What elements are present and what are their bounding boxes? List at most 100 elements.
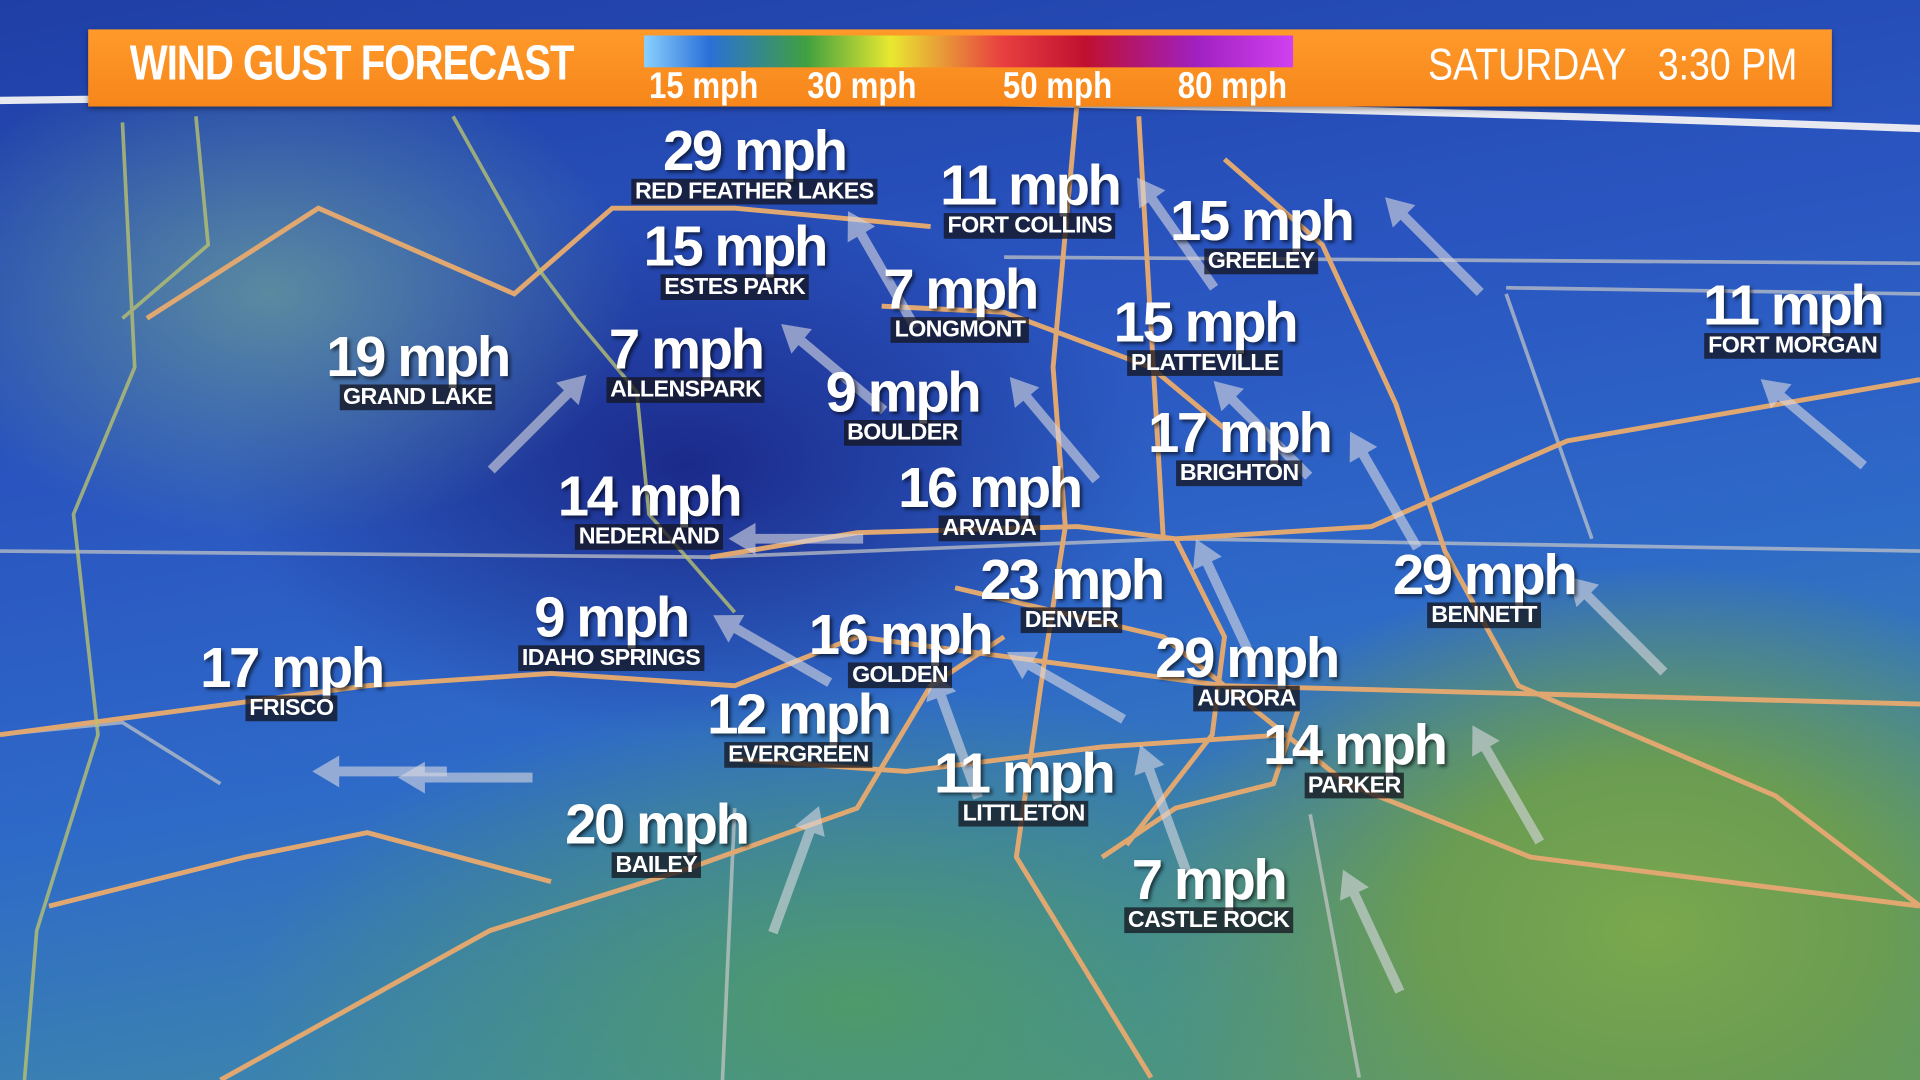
gust-speed: 14 mph xyxy=(1263,712,1448,777)
forecast-clock: 3:30 PM xyxy=(1658,39,1798,90)
wind-arrow-icon xyxy=(781,324,888,415)
gust-speed: 29 mph xyxy=(1155,625,1340,690)
gust-speed: 19 mph xyxy=(326,324,511,389)
forecast-time: SATURDAY 3:30 PM xyxy=(1428,39,1797,90)
city-name: EVERGREEN xyxy=(724,742,873,768)
location-label: 7 mph CASTLE ROCK xyxy=(1124,847,1293,934)
wind-arrow-icon xyxy=(847,211,920,331)
scale-label: 80 mph xyxy=(1177,66,1288,107)
location-label: 12 mph EVERGREEN xyxy=(707,682,892,768)
city-name: LONGMONT xyxy=(890,317,1030,343)
city-name: RED FEATHER LAKES xyxy=(631,178,878,205)
location-label: 23 mph DENVER xyxy=(980,547,1165,634)
wind-arrow-icon xyxy=(1385,197,1484,296)
gust-speed: 11 mph xyxy=(1702,273,1885,337)
location-label: 17 mph FRISCO xyxy=(200,635,385,722)
gust-speed: 9 mph xyxy=(825,360,982,424)
wind-arrow-icon xyxy=(926,671,983,800)
location-label: 7 mph ALLENSPARK xyxy=(606,317,765,403)
wind-arrow-icon xyxy=(312,755,447,788)
wind-arrow-icon xyxy=(1568,576,1668,676)
wind-arrow-icon xyxy=(397,761,533,794)
gust-speed: 9 mph xyxy=(534,585,690,649)
wind-arrow-icon xyxy=(1009,376,1101,484)
gust-speed: 15 mph xyxy=(1169,188,1355,253)
location-label: 14 mph NEDERLAND xyxy=(557,464,743,550)
location-label: 11 mph FORT COLLINS xyxy=(940,153,1122,239)
location-label: 7 mph LONGMONT xyxy=(883,261,1039,343)
gust-speed: 29 mph xyxy=(1392,542,1578,607)
forecast-header-bar: WIND GUST FORECAST 15 mph 30 mph 50 mph … xyxy=(88,29,1832,107)
location-label: 15 mph GREELEY xyxy=(1169,188,1355,275)
city-name: BOULDER xyxy=(843,420,962,446)
wind-arrow-icon xyxy=(728,522,864,555)
gust-speed: 12 mph xyxy=(707,682,892,746)
location-label: 29 mph RED FEATHER LAKES xyxy=(631,122,878,205)
city-name: ALLENSPARK xyxy=(606,377,765,403)
gust-speed: 16 mph xyxy=(898,455,1083,520)
location-label: 16 mph GOLDEN xyxy=(808,602,994,689)
location-label: 14 mph PARKER xyxy=(1263,712,1448,799)
city-name: DENVER xyxy=(1021,607,1122,634)
gust-speed: 16 mph xyxy=(808,602,994,667)
gust-speed: 23 mph xyxy=(980,547,1165,612)
gust-speed: 11 mph xyxy=(940,153,1122,217)
city-name: CASTLE ROCK xyxy=(1124,907,1293,934)
city-name: GREELEY xyxy=(1204,248,1319,275)
location-label: 11 mph FORT MORGAN xyxy=(1702,273,1885,359)
city-name: PLATTEVILLE xyxy=(1127,350,1283,376)
city-name: FORT MORGAN xyxy=(1704,333,1881,359)
gust-speed: 15 mph xyxy=(643,214,828,278)
city-name: GRAND LAKE xyxy=(339,384,496,411)
forecast-title: WIND GUST FORECAST xyxy=(129,36,575,91)
location-label: 15 mph PLATTEVILLE xyxy=(1113,290,1299,376)
wind-arrow-icon xyxy=(487,374,587,474)
gust-speed: 7 mph xyxy=(1131,847,1288,912)
scale-label: 15 mph xyxy=(648,66,759,107)
city-name: PARKER xyxy=(1304,772,1405,799)
city-name: FRISCO xyxy=(245,695,338,722)
city-name: BRIGHTON xyxy=(1176,460,1303,487)
gust-speed: 20 mph xyxy=(565,792,750,856)
wind-arrow-icon xyxy=(1213,380,1313,480)
location-label: 16 mph ARVADA xyxy=(898,455,1083,542)
city-name: IDAHO SPRINGS xyxy=(518,645,704,672)
city-name: ARVADA xyxy=(938,515,1040,542)
gust-speed: 11 mph xyxy=(933,740,1116,805)
wind-arrow-icon xyxy=(1339,869,1405,994)
city-name: LITTLETON xyxy=(959,800,1089,827)
city-name: BENNETT xyxy=(1427,602,1541,629)
gust-speed: 7 mph xyxy=(608,317,765,381)
location-label: 15 mph ESTES PARK xyxy=(643,214,828,301)
wind-arrow-icon xyxy=(1134,744,1191,874)
city-name: AURORA xyxy=(1193,685,1300,712)
forecast-day: SATURDAY xyxy=(1428,39,1627,90)
city-name: NEDERLAND xyxy=(575,524,723,550)
city-name: GOLDEN xyxy=(848,662,952,689)
wind-arrow-icon xyxy=(1192,538,1258,664)
gust-speed: 17 mph xyxy=(200,635,385,700)
wind-arrow-icon xyxy=(1760,379,1867,470)
city-name: ESTES PARK xyxy=(660,274,809,301)
wind-speed-color-scale xyxy=(644,35,1294,68)
wind-arrow-icon xyxy=(1349,431,1422,551)
location-label: 17 mph BRIGHTON xyxy=(1147,400,1333,487)
gust-speed: 15 mph xyxy=(1113,290,1299,354)
location-label: 11 mph LITTLETON xyxy=(933,740,1116,827)
gust-speed: 14 mph xyxy=(557,464,743,528)
gust-speed: 17 mph xyxy=(1147,400,1333,465)
scale-label: 50 mph xyxy=(1002,66,1113,107)
location-label: 9 mph IDAHO SPRINGS xyxy=(518,585,704,672)
wind-arrow-icon xyxy=(713,614,833,687)
wind-arrow-icon xyxy=(1472,725,1545,845)
location-label: 29 mph AURORA xyxy=(1155,625,1340,712)
location-label: 20 mph BAILEY xyxy=(565,792,750,878)
scale-label: 30 mph xyxy=(807,66,917,107)
wind-arrow-icon xyxy=(1136,177,1219,291)
wind-arrow-icon xyxy=(1006,651,1127,724)
location-label: 9 mph BOULDER xyxy=(825,360,982,446)
location-label: 29 mph BENNETT xyxy=(1392,542,1578,629)
wind-arrow-icon xyxy=(768,806,825,935)
city-name: FORT COLLINS xyxy=(943,213,1116,239)
